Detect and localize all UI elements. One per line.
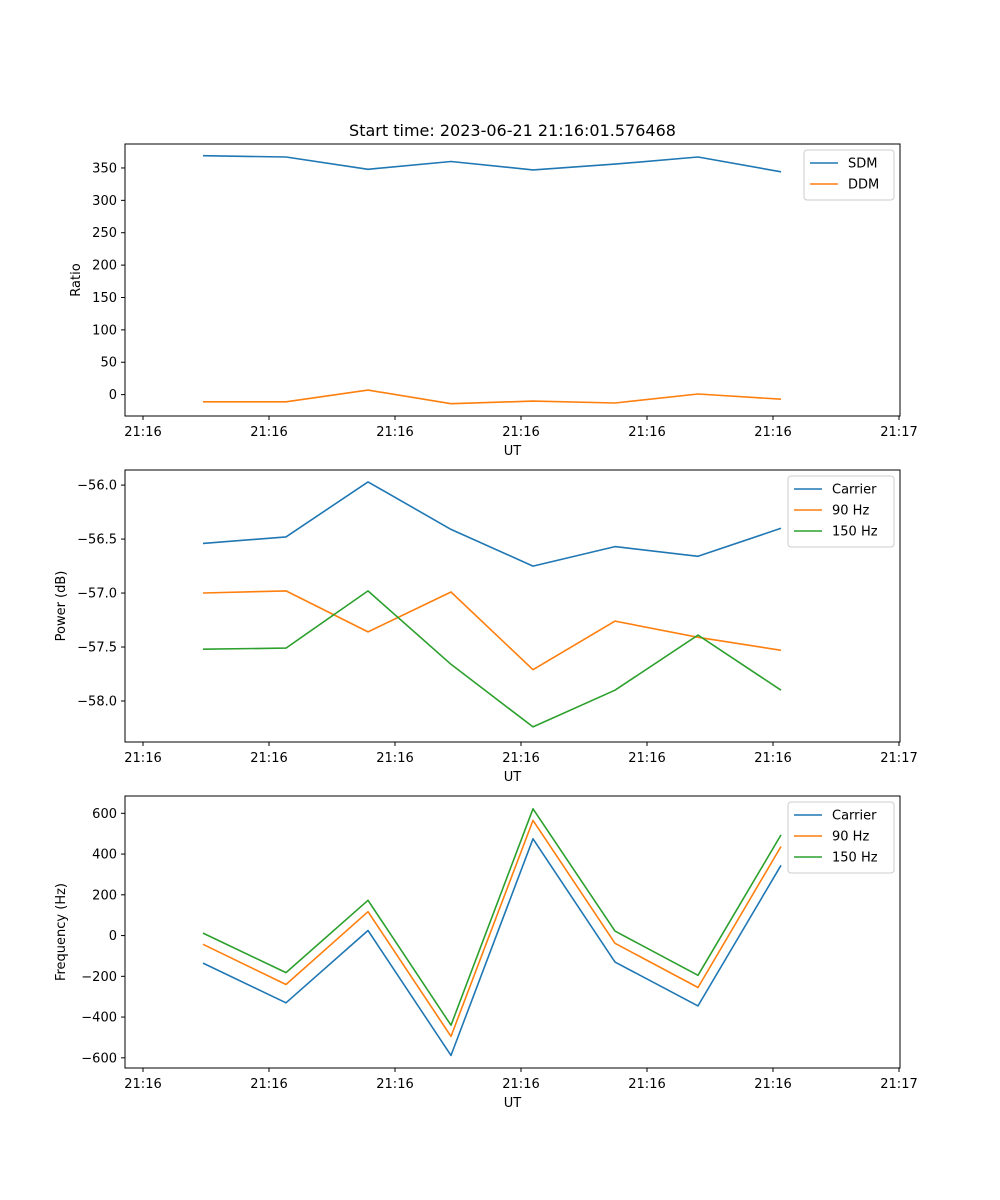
x-tick-label: 21:16 [628,1077,665,1092]
x-tick-label: 21:16 [754,751,791,766]
series-line-carrier [202,837,782,1057]
y-tick-label: 200 [92,888,117,903]
x-tick-label: 21:16 [628,751,665,766]
y-tick-label: −400 [81,1011,117,1026]
x-tick-label: 21:16 [124,1077,161,1092]
x-axis-label: UT [504,1096,522,1111]
x-tick-label: 21:16 [502,751,539,766]
x-tick-label: 21:16 [124,425,161,440]
legend-label: DDM [848,178,879,193]
x-tick-label: 21:16 [628,425,665,440]
y-tick-label: 350 [92,161,117,176]
y-tick-label: 0 [109,929,117,944]
x-tick-label: 21:17 [880,425,917,440]
series-line-carrier [202,481,782,567]
x-tick-label: 21:17 [880,1077,917,1092]
legend-label: 90 Hz [832,830,869,845]
y-tick-label: 50 [100,356,117,371]
x-tick-label: 21:17 [880,751,917,766]
y-tick-label: −600 [81,1051,117,1066]
x-tick-label: 21:16 [376,1077,413,1092]
subplot-2: −58.0 −57.5 −57.0 −56.5 −56.0 21:16 21:16 21:16… [54,469,918,785]
series-line-150-hz [202,590,782,728]
y-tick-label: −57.5 [77,641,117,656]
x-axis-label: UT [504,444,522,459]
x-tick-label: 21:16 [502,425,539,440]
axes-frame [124,795,901,1069]
y-tick-label: −58.0 [77,694,117,709]
legend-label: Carrier [832,483,877,498]
y-tick-label: 300 [92,194,117,209]
chart-title: Start time: 2023-06-21 21:16:01.576468 [349,121,676,140]
series-line-ddm [203,389,782,405]
legend-box [787,801,895,874]
y-axis-label: Frequency (Hz) [54,883,69,981]
y-tick-label: 0 [109,388,117,403]
series-line-150-hz [202,807,782,1026]
y-tick-label: −56.0 [77,479,117,494]
x-tick-label: 21:16 [124,751,161,766]
legend-label: 90 Hz [832,504,869,519]
y-axis-label: Ratio [69,263,84,296]
legend: Carrier 90 Hz 150 Hz [787,801,895,874]
legend-box [787,475,895,548]
legend-label: 150 Hz [832,851,878,866]
y-tick-label: 400 [92,848,117,863]
x-axis-label: UT [504,770,522,785]
subplot-1: 0 50 100 150 200 250 300 350 21:16 21:16 21:16 21:1… [69,143,918,459]
y-tick-label: 200 [92,259,117,274]
x-tick-label: 21:16 [376,751,413,766]
x-tick-label: 21:16 [250,751,287,766]
legend-label: SDM [848,157,877,172]
series-line-90-hz [202,819,782,1038]
x-tick-label: 21:16 [754,1077,791,1092]
axes-frame [124,469,901,743]
legend-label: Carrier [832,809,877,824]
y-tick-label: −56.5 [77,533,117,548]
x-tick-label: 21:16 [376,425,413,440]
x-tick-label: 21:16 [250,425,287,440]
subplot-3: −600 −400 −200 0 200 400 600 21:16 21:16 21:16 21:… [54,795,918,1111]
y-tick-label: 600 [92,807,117,822]
y-tick-label: −200 [81,970,117,985]
x-tick-label: 21:16 [250,1077,287,1092]
y-tick-label: 150 [92,291,117,306]
x-tick-label: 21:16 [502,1077,539,1092]
y-axis-label: Power (dB) [54,571,69,642]
y-tick-label: 250 [92,226,117,241]
axes-frame [124,143,901,417]
legend: SDM DDM [803,149,895,201]
legend-label: 150 Hz [832,525,878,540]
subplots: 0 50 100 150 200 250 300 350 21:16 21:16 21:16 21:1… [54,143,918,1111]
series-line-90-hz [202,590,782,671]
series-line-sdm [202,154,782,173]
y-tick-label: 100 [92,323,117,338]
x-tick-label: 21:16 [754,425,791,440]
y-tick-label: −57.0 [77,587,117,602]
legend: Carrier 90 Hz 150 Hz [787,475,895,548]
